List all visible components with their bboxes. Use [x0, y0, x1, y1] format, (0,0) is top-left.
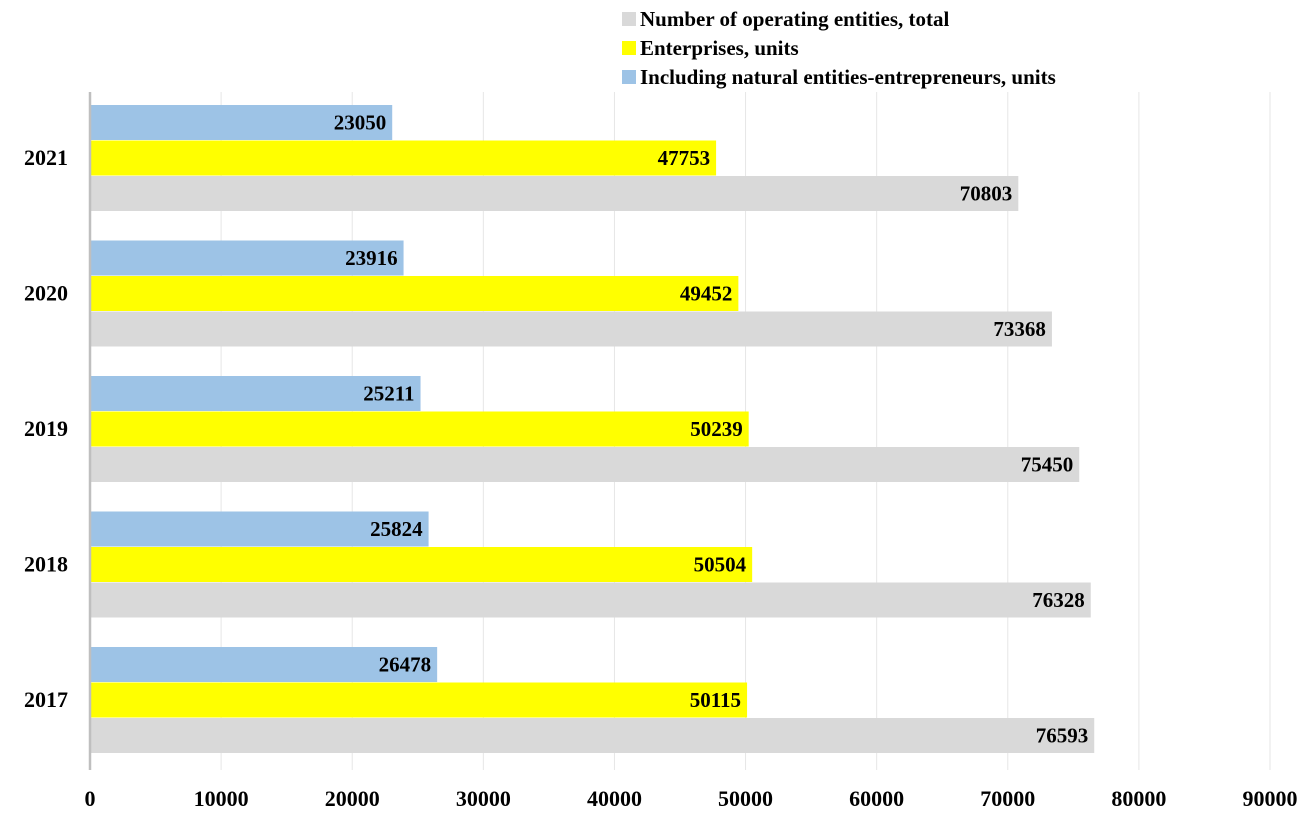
- y-tick-label: 2017: [24, 687, 68, 712]
- data-label: 76593: [1036, 724, 1089, 748]
- bar: [90, 176, 1019, 211]
- data-label: 26478: [379, 653, 432, 677]
- x-tick-label: 70000: [980, 786, 1035, 811]
- data-label: 76328: [1032, 588, 1085, 612]
- data-label: 75450: [1021, 453, 1074, 477]
- x-tick-label: 10000: [194, 786, 249, 811]
- bar: [90, 647, 438, 682]
- legend-label: Enterprises, units: [640, 36, 799, 60]
- bar: [90, 411, 749, 447]
- legend: Number of operating entities, total Enter…: [622, 7, 1056, 89]
- legend-swatch: [622, 12, 636, 26]
- bar: [90, 376, 421, 411]
- x-tick-label: 30000: [456, 786, 511, 811]
- x-tick-label: 80000: [1111, 786, 1166, 811]
- x-tick-label: 60000: [849, 786, 904, 811]
- bar: [90, 511, 429, 547]
- y-tick-label: 2020: [24, 281, 68, 306]
- bar: [90, 240, 404, 276]
- bar: [90, 140, 717, 176]
- x-tick-label: 90000: [1243, 786, 1298, 811]
- bar: [90, 547, 753, 582]
- axes: 2021 2020 2019 2018 2017 0 10000 20000 30000 4000…: [24, 92, 1298, 811]
- legend-swatch: [622, 41, 636, 55]
- data-label: 25211: [363, 382, 414, 406]
- data-label: 50504: [694, 553, 747, 577]
- data-label: 49452: [680, 282, 733, 306]
- data-label: 73368: [993, 317, 1046, 341]
- data-label: 25824: [370, 517, 423, 541]
- data-label: 47753: [658, 146, 711, 170]
- legend-swatch: [622, 70, 636, 84]
- bar: [90, 105, 393, 140]
- x-tick-label: 20000: [325, 786, 380, 811]
- data-label: 23050: [334, 111, 387, 135]
- bar: [90, 276, 739, 311]
- data-label: 50115: [690, 688, 741, 712]
- bars: 23050 47753 70803 23916 49452 73368 25211 50239…: [90, 105, 1095, 753]
- y-tick-label: 2018: [24, 552, 68, 577]
- y-tick-label: 2021: [24, 145, 68, 170]
- bar: [90, 447, 1080, 482]
- x-tick-label: 40000: [587, 786, 642, 811]
- x-tick-label: 50000: [718, 786, 773, 811]
- y-tick-label: 2019: [24, 416, 68, 441]
- legend-label: Including natural entities-entrepreneurs…: [640, 65, 1056, 89]
- data-label: 23916: [345, 246, 398, 270]
- data-label: 70803: [960, 182, 1013, 206]
- data-label: 50239: [690, 417, 743, 441]
- bar: [90, 311, 1052, 347]
- bar: [90, 582, 1091, 618]
- legend-label: Number of operating entities, total: [640, 7, 949, 31]
- x-tick-label: 0: [85, 786, 96, 811]
- bar: [90, 682, 748, 718]
- bar: [90, 718, 1095, 753]
